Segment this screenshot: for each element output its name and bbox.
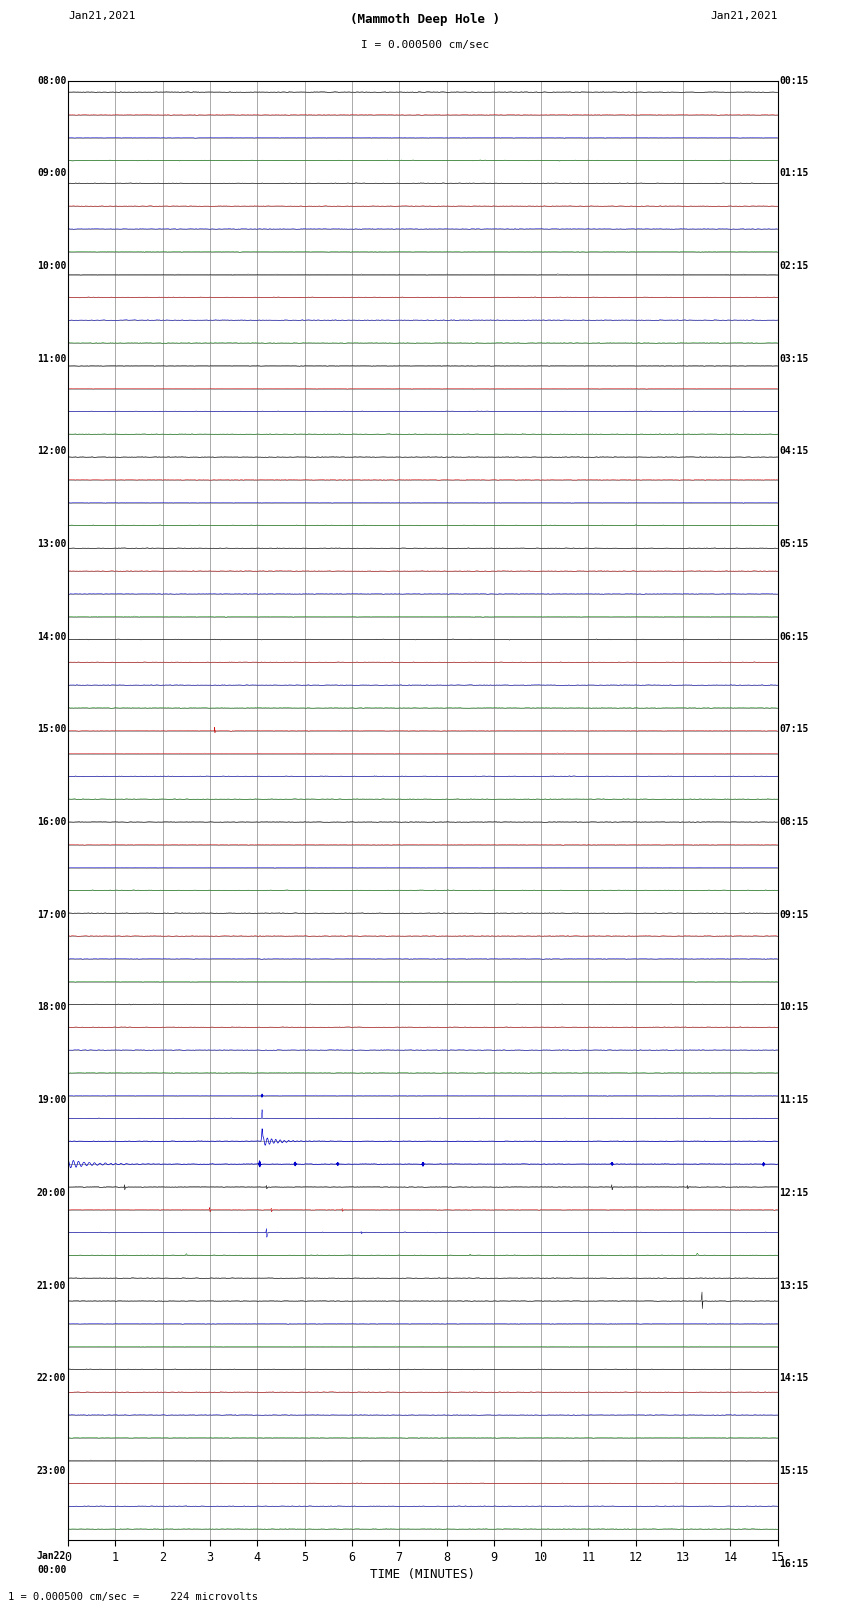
Text: 23:00: 23:00 <box>37 1466 66 1476</box>
Text: Jan22: Jan22 <box>37 1550 66 1560</box>
Text: 13:15: 13:15 <box>779 1281 809 1290</box>
Text: 16:15: 16:15 <box>779 1558 809 1568</box>
Text: I = 0.000500 cm/sec: I = 0.000500 cm/sec <box>361 40 489 50</box>
Text: 16:00: 16:00 <box>37 818 66 827</box>
Text: 03:15: 03:15 <box>779 353 809 363</box>
Text: 10:00: 10:00 <box>37 261 66 271</box>
Text: 19:00: 19:00 <box>37 1095 66 1105</box>
Text: 12:15: 12:15 <box>779 1187 809 1198</box>
Text: 06:15: 06:15 <box>779 632 809 642</box>
Text: 08:15: 08:15 <box>779 818 809 827</box>
Text: 14:00: 14:00 <box>37 632 66 642</box>
Text: 02:15: 02:15 <box>779 261 809 271</box>
Text: 08:00: 08:00 <box>37 76 66 85</box>
Text: 15:15: 15:15 <box>779 1466 809 1476</box>
Text: 09:00: 09:00 <box>37 168 66 179</box>
Text: 09:15: 09:15 <box>779 910 809 919</box>
Text: 07:15: 07:15 <box>779 724 809 734</box>
Text: 1 = 0.000500 cm/sec =     224 microvolts: 1 = 0.000500 cm/sec = 224 microvolts <box>8 1592 258 1602</box>
Text: 10:15: 10:15 <box>779 1003 809 1013</box>
Text: 21:00: 21:00 <box>37 1281 66 1290</box>
Text: 01:15: 01:15 <box>779 168 809 179</box>
Text: 20:00: 20:00 <box>37 1187 66 1198</box>
Text: 12:00: 12:00 <box>37 447 66 456</box>
Text: (Mammoth Deep Hole ): (Mammoth Deep Hole ) <box>350 13 500 26</box>
Text: 17:00: 17:00 <box>37 910 66 919</box>
Text: 22:00: 22:00 <box>37 1373 66 1384</box>
Text: 11:00: 11:00 <box>37 353 66 363</box>
Text: Jan21,2021: Jan21,2021 <box>711 11 778 21</box>
Text: 13:00: 13:00 <box>37 539 66 548</box>
Text: 00:00: 00:00 <box>37 1565 66 1574</box>
Text: Jan21,2021: Jan21,2021 <box>68 11 135 21</box>
Text: 00:15: 00:15 <box>779 76 809 85</box>
X-axis label: TIME (MINUTES): TIME (MINUTES) <box>371 1568 475 1581</box>
Text: 18:00: 18:00 <box>37 1003 66 1013</box>
Text: 04:15: 04:15 <box>779 447 809 456</box>
Text: 05:15: 05:15 <box>779 539 809 548</box>
Text: 11:15: 11:15 <box>779 1095 809 1105</box>
Text: 15:00: 15:00 <box>37 724 66 734</box>
Text: 14:15: 14:15 <box>779 1373 809 1384</box>
